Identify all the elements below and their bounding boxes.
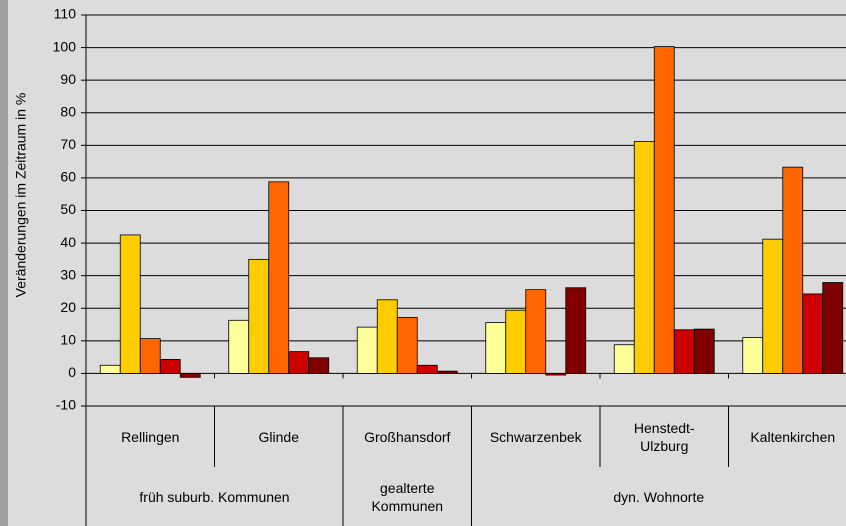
y-tick-label: 70 <box>60 136 76 152</box>
bar <box>179 373 201 378</box>
x-tick-label: Kaltenkirchen <box>750 428 836 445</box>
bar <box>376 299 398 374</box>
bar <box>139 338 161 374</box>
group-label: dyn. Wohnorte <box>613 488 705 505</box>
bar <box>99 364 121 374</box>
y-tick-label: 50 <box>60 201 76 217</box>
y-tick-label: 110 <box>54 6 77 22</box>
bar <box>545 373 567 376</box>
bar <box>288 351 310 374</box>
y-tick-label: 60 <box>60 169 76 185</box>
bar <box>356 326 378 374</box>
edge-strip <box>0 0 8 526</box>
bar <box>782 166 804 374</box>
y-tick-label: 90 <box>60 71 76 87</box>
x-tick-label: Glinde <box>258 428 299 445</box>
bar <box>653 46 675 374</box>
x-tick-label: Rellingen <box>121 428 180 445</box>
y-tick-label: 80 <box>60 103 76 119</box>
bar <box>505 309 527 374</box>
group-label: gealterte Kommunen <box>371 479 444 514</box>
y-tick-label: 0 <box>68 364 76 380</box>
bar <box>673 329 695 374</box>
bar <box>308 357 330 374</box>
y-axis-title: Veränderungen im Zeitraum in % <box>13 93 29 298</box>
bar <box>396 316 418 374</box>
bar <box>613 344 635 374</box>
bar <box>742 337 764 374</box>
bar <box>802 293 824 374</box>
x-tick-label: Henstedt-Ulzburg <box>633 419 695 454</box>
bar <box>822 282 844 374</box>
bar <box>693 328 715 374</box>
bar <box>633 141 655 374</box>
bar <box>119 234 141 374</box>
y-tick-label: -10 <box>56 397 76 413</box>
y-tick-label: 20 <box>60 299 76 315</box>
y-tick-label: 40 <box>60 234 76 250</box>
bar <box>268 181 290 374</box>
y-tick-label: 30 <box>60 266 76 282</box>
bar <box>565 287 587 374</box>
y-tick-label: 10 <box>60 332 76 348</box>
bar <box>485 322 507 374</box>
bar <box>762 238 784 374</box>
x-tick-label: Großhansdorf <box>364 428 451 445</box>
bar <box>159 359 181 374</box>
bar <box>248 258 270 374</box>
bar <box>525 289 547 374</box>
x-tick-label: Schwarzenbek <box>489 428 582 445</box>
bar <box>228 319 250 374</box>
y-tick-label: 100 <box>53 38 77 54</box>
bar <box>436 370 458 374</box>
bar <box>416 364 438 374</box>
group-label: früh suburb. Kommunen <box>139 488 290 505</box>
